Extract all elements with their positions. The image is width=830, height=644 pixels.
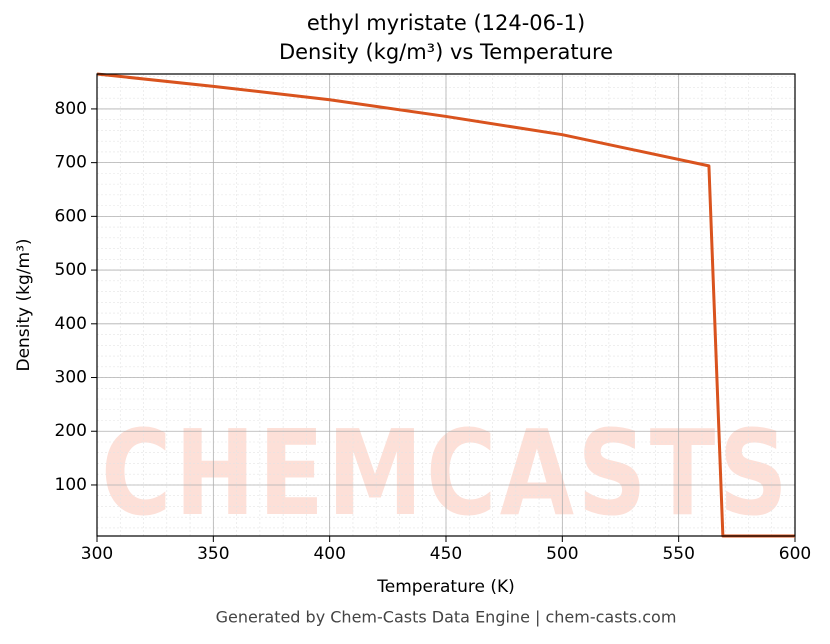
chart-subtitle: Density (kg/m³) vs Temperature — [279, 40, 613, 64]
y-tick-label: 100 — [55, 475, 87, 495]
y-axis-label: Density (kg/m³) — [14, 238, 34, 371]
x-axis-label: Temperature (K) — [376, 577, 515, 597]
x-tick-label: 300 — [81, 544, 113, 564]
y-tick-label: 200 — [55, 421, 87, 441]
y-tick-label: 400 — [55, 314, 87, 334]
x-tick-label: 600 — [779, 544, 811, 564]
y-tick-label: 300 — [55, 368, 87, 388]
plot-frame — [96, 73, 796, 537]
footer: Generated by Chem-Casts Data Engine | ch… — [216, 608, 677, 627]
x-tick-label: 450 — [430, 544, 462, 564]
x-tick-label: 550 — [662, 544, 694, 564]
x-tick-label: 500 — [546, 544, 578, 564]
y-tick-label: 800 — [55, 99, 87, 119]
watermark: CHEMCASTS — [101, 404, 791, 542]
x-tick-label: 350 — [197, 544, 229, 564]
y-tick-label: 700 — [55, 153, 87, 173]
y-tick-label: 600 — [55, 206, 87, 226]
x-tick-label: 400 — [313, 544, 345, 564]
data-line — [96, 72, 795, 538]
y-tick-label: 500 — [55, 260, 87, 280]
chart-title: ethyl myristate (124-06-1) — [307, 11, 585, 35]
